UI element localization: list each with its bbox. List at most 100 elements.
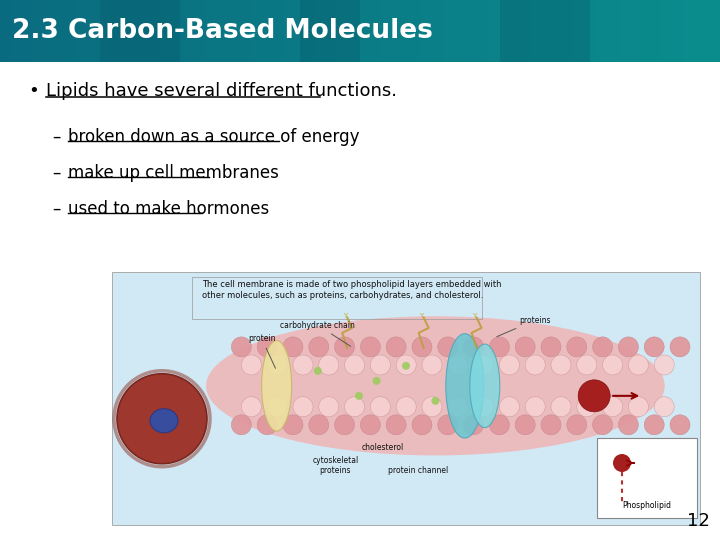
Ellipse shape <box>644 337 664 357</box>
Ellipse shape <box>438 415 458 435</box>
Text: Y: Y <box>420 313 424 319</box>
Ellipse shape <box>396 355 416 375</box>
Text: used to make hormones: used to make hormones <box>68 200 269 218</box>
Ellipse shape <box>670 415 690 435</box>
Text: 12: 12 <box>687 512 710 530</box>
Ellipse shape <box>578 380 610 412</box>
Ellipse shape <box>241 355 261 375</box>
Ellipse shape <box>150 409 178 433</box>
Text: Phospholipid: Phospholipid <box>623 501 672 510</box>
Text: –: – <box>52 164 60 182</box>
Ellipse shape <box>644 415 664 435</box>
Ellipse shape <box>474 397 494 417</box>
Ellipse shape <box>670 337 690 357</box>
Ellipse shape <box>541 337 561 357</box>
Ellipse shape <box>206 316 665 455</box>
Ellipse shape <box>283 415 303 435</box>
Text: Lipids have several different functions.: Lipids have several different functions. <box>46 82 397 100</box>
Ellipse shape <box>373 377 381 385</box>
Ellipse shape <box>448 355 468 375</box>
Ellipse shape <box>470 344 500 428</box>
Bar <box>100 0 180 62</box>
Text: Y: Y <box>472 313 477 319</box>
Ellipse shape <box>345 355 364 375</box>
Ellipse shape <box>603 355 623 375</box>
Text: Y: Y <box>343 313 347 319</box>
Bar <box>0 62 720 540</box>
Ellipse shape <box>500 355 519 375</box>
Text: broken down as a source of energy: broken down as a source of energy <box>68 128 359 146</box>
Ellipse shape <box>257 415 277 435</box>
Ellipse shape <box>335 415 354 435</box>
Ellipse shape <box>551 397 571 417</box>
Ellipse shape <box>241 397 261 417</box>
Ellipse shape <box>464 415 484 435</box>
Bar <box>192 277 482 319</box>
Ellipse shape <box>361 415 380 435</box>
Ellipse shape <box>386 415 406 435</box>
Ellipse shape <box>314 367 322 375</box>
Ellipse shape <box>593 415 613 435</box>
Ellipse shape <box>319 397 339 417</box>
Bar <box>597 438 697 518</box>
Text: carbohydrate chain: carbohydrate chain <box>280 321 355 346</box>
Ellipse shape <box>541 415 561 435</box>
Text: protein channel: protein channel <box>387 466 448 475</box>
Ellipse shape <box>293 355 313 375</box>
Ellipse shape <box>613 454 631 472</box>
Ellipse shape <box>464 337 484 357</box>
Ellipse shape <box>422 397 442 417</box>
Ellipse shape <box>593 337 613 357</box>
Ellipse shape <box>490 337 509 357</box>
Ellipse shape <box>309 337 329 357</box>
Ellipse shape <box>257 337 277 357</box>
Ellipse shape <box>618 415 639 435</box>
Ellipse shape <box>500 397 519 417</box>
Bar <box>300 0 360 62</box>
Ellipse shape <box>412 415 432 435</box>
Ellipse shape <box>525 397 545 417</box>
Ellipse shape <box>412 337 432 357</box>
Text: 2.3 Carbon-Based Molecules: 2.3 Carbon-Based Molecules <box>12 18 433 44</box>
Ellipse shape <box>654 397 674 417</box>
Ellipse shape <box>618 337 639 357</box>
Ellipse shape <box>629 355 649 375</box>
Ellipse shape <box>516 415 535 435</box>
Ellipse shape <box>117 374 207 464</box>
Ellipse shape <box>448 397 468 417</box>
Ellipse shape <box>335 337 354 357</box>
Bar <box>500 0 590 62</box>
Text: make up cell membranes: make up cell membranes <box>68 164 279 182</box>
Ellipse shape <box>261 341 292 431</box>
Ellipse shape <box>603 397 623 417</box>
Ellipse shape <box>551 355 571 375</box>
Ellipse shape <box>402 362 410 370</box>
Ellipse shape <box>422 355 442 375</box>
Text: cytoskeletal
proteins: cytoskeletal proteins <box>312 456 359 475</box>
Ellipse shape <box>370 355 390 375</box>
Ellipse shape <box>293 397 313 417</box>
Ellipse shape <box>629 397 649 417</box>
Ellipse shape <box>370 397 390 417</box>
Ellipse shape <box>577 397 597 417</box>
Ellipse shape <box>345 397 364 417</box>
Ellipse shape <box>231 415 251 435</box>
Text: –: – <box>52 128 60 146</box>
Ellipse shape <box>577 355 597 375</box>
Ellipse shape <box>438 337 458 357</box>
Bar <box>112 272 700 525</box>
Text: cholesterol: cholesterol <box>361 443 404 452</box>
Ellipse shape <box>283 337 303 357</box>
Ellipse shape <box>267 355 287 375</box>
Ellipse shape <box>516 337 535 357</box>
Ellipse shape <box>319 355 339 375</box>
Text: proteins: proteins <box>497 315 551 336</box>
Ellipse shape <box>355 392 363 400</box>
Ellipse shape <box>446 334 484 438</box>
Ellipse shape <box>567 337 587 357</box>
Ellipse shape <box>267 397 287 417</box>
Ellipse shape <box>567 415 587 435</box>
Text: The cell membrane is made of two phospholipid layers embedded with
other molecul: The cell membrane is made of two phospho… <box>202 280 502 300</box>
Ellipse shape <box>654 355 674 375</box>
Text: –: – <box>52 200 60 218</box>
